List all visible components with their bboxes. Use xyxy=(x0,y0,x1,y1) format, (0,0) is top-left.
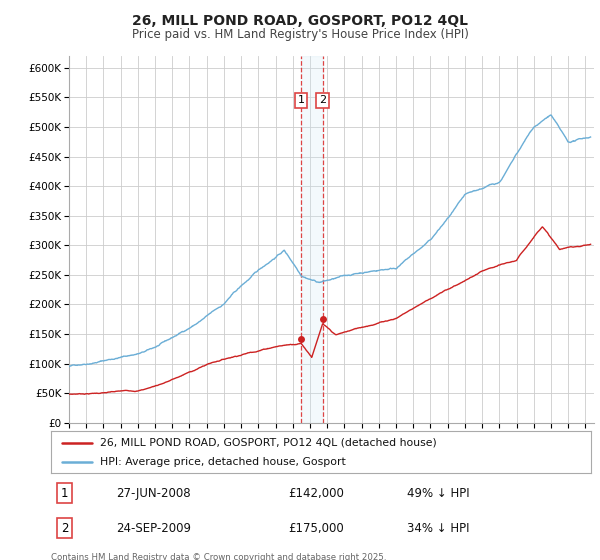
Text: £175,000: £175,000 xyxy=(289,521,344,535)
Text: 26, MILL POND ROAD, GOSPORT, PO12 4QL: 26, MILL POND ROAD, GOSPORT, PO12 4QL xyxy=(132,14,468,28)
Text: Contains HM Land Registry data © Crown copyright and database right 2025.
This d: Contains HM Land Registry data © Crown c… xyxy=(51,553,386,560)
Text: 24-SEP-2009: 24-SEP-2009 xyxy=(116,521,191,535)
Bar xyxy=(301,56,323,423)
Text: £142,000: £142,000 xyxy=(289,487,344,500)
Text: 27-JUN-2008: 27-JUN-2008 xyxy=(116,487,190,500)
Text: 1: 1 xyxy=(298,95,305,105)
Text: 2: 2 xyxy=(319,95,326,105)
Text: 2: 2 xyxy=(61,521,68,535)
Text: 34% ↓ HPI: 34% ↓ HPI xyxy=(407,521,470,535)
Text: 49% ↓ HPI: 49% ↓ HPI xyxy=(407,487,470,500)
Text: 1: 1 xyxy=(61,487,68,500)
Text: Price paid vs. HM Land Registry's House Price Index (HPI): Price paid vs. HM Land Registry's House … xyxy=(131,28,469,41)
Text: 26, MILL POND ROAD, GOSPORT, PO12 4QL (detached house): 26, MILL POND ROAD, GOSPORT, PO12 4QL (d… xyxy=(100,437,436,447)
Text: HPI: Average price, detached house, Gosport: HPI: Average price, detached house, Gosp… xyxy=(100,457,346,467)
